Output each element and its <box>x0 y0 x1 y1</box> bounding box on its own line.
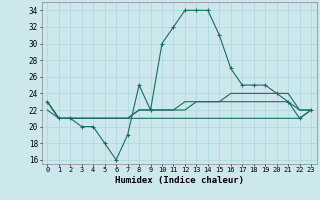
X-axis label: Humidex (Indice chaleur): Humidex (Indice chaleur) <box>115 176 244 185</box>
